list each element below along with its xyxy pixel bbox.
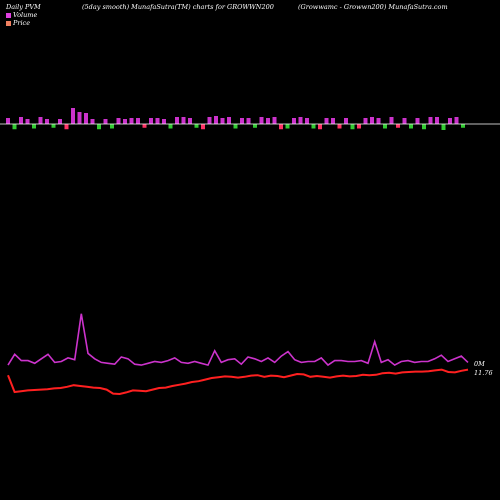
volume-bar <box>51 124 56 128</box>
legend-price-swatch <box>6 20 11 26</box>
volume-bar <box>201 124 205 130</box>
volume-bar <box>441 124 446 130</box>
volume-bar <box>227 117 231 124</box>
volume-bar <box>298 117 303 124</box>
volume-bar <box>25 119 30 124</box>
volume-bar <box>292 118 296 124</box>
chart-title-right: (Growwamc - Growwn200) MunafaSutra.com <box>298 3 448 11</box>
volume-bar <box>396 124 400 128</box>
volume-bar <box>175 117 179 124</box>
volume-bar <box>71 108 75 124</box>
volume-bar <box>383 124 387 129</box>
volume-bar <box>58 119 62 124</box>
volume-bar <box>461 124 465 128</box>
legend-volume: Volume <box>6 11 37 19</box>
volume-bar <box>84 113 88 124</box>
legend-volume-label: Volume <box>13 11 38 19</box>
volume-bar <box>266 118 270 124</box>
volume-bar <box>142 124 147 128</box>
volume-bar <box>45 119 49 124</box>
volume-bar <box>259 117 264 124</box>
volume-bar <box>103 119 108 124</box>
volume-bar <box>214 116 218 124</box>
volume-bar <box>311 124 316 129</box>
volume-bar <box>194 124 199 128</box>
volume-bar <box>181 117 186 124</box>
volume-bar <box>155 118 160 124</box>
volume-bar <box>337 124 342 129</box>
volume-bar <box>123 119 127 124</box>
volume-bar <box>90 119 95 124</box>
volume-bar <box>97 124 101 130</box>
volume-bar <box>116 118 121 124</box>
volume-bar <box>272 117 277 124</box>
volume-bar <box>110 124 114 129</box>
volume-bar <box>350 124 355 130</box>
volume-bar <box>162 119 166 124</box>
volume-bar <box>389 117 394 124</box>
volume-bar <box>363 118 368 124</box>
legend-price: Price <box>6 19 30 27</box>
volume-bar <box>376 118 381 124</box>
volume-bar <box>220 118 225 124</box>
legend-volume-swatch <box>6 12 11 18</box>
volume-bar <box>38 117 43 124</box>
price-line <box>7 368 469 396</box>
volume-bar <box>285 124 290 129</box>
volume-bar <box>188 118 192 124</box>
volume-bar <box>32 124 36 129</box>
volume-bar <box>6 118 10 124</box>
volume-bar <box>77 112 82 124</box>
volume-bar <box>344 118 348 124</box>
volume-bar <box>422 124 426 130</box>
volume-bar <box>253 124 257 128</box>
chart-title-left: Daily PVM <box>6 3 41 11</box>
volume-bar <box>370 117 374 124</box>
volume-bar <box>409 124 413 129</box>
volume-bar <box>12 124 17 130</box>
volume-bar <box>19 117 23 124</box>
volume-bar <box>129 118 134 124</box>
price-value-label: 11.76 <box>474 369 493 377</box>
volume-bar <box>168 124 173 129</box>
volume-bar <box>324 118 329 124</box>
volume-bar <box>415 118 420 124</box>
volume-bar <box>246 118 251 124</box>
volume-bar <box>305 118 309 124</box>
volume-bar <box>331 118 335 124</box>
volume-bars <box>6 108 465 130</box>
volume-value-label: 0M <box>474 360 485 368</box>
volume-bar <box>454 117 459 124</box>
volume-bar <box>240 118 244 124</box>
volume-bar <box>402 118 407 124</box>
chart-title-center: (5day smooth) MunafaSutra(TM) charts for… <box>82 3 274 11</box>
volume-bar <box>279 124 283 130</box>
volume-bar <box>207 117 212 124</box>
volume-bar <box>357 124 361 129</box>
volume-bar <box>435 117 439 124</box>
volume-bar <box>448 118 452 124</box>
volume-bar <box>64 124 69 130</box>
volume-bar <box>318 124 322 130</box>
volume-bar <box>428 117 433 124</box>
volume-line <box>7 313 469 367</box>
volume-bar <box>136 118 140 124</box>
legend-price-label: Price <box>13 19 31 27</box>
volume-bar <box>149 118 153 124</box>
volume-bar <box>233 124 238 129</box>
